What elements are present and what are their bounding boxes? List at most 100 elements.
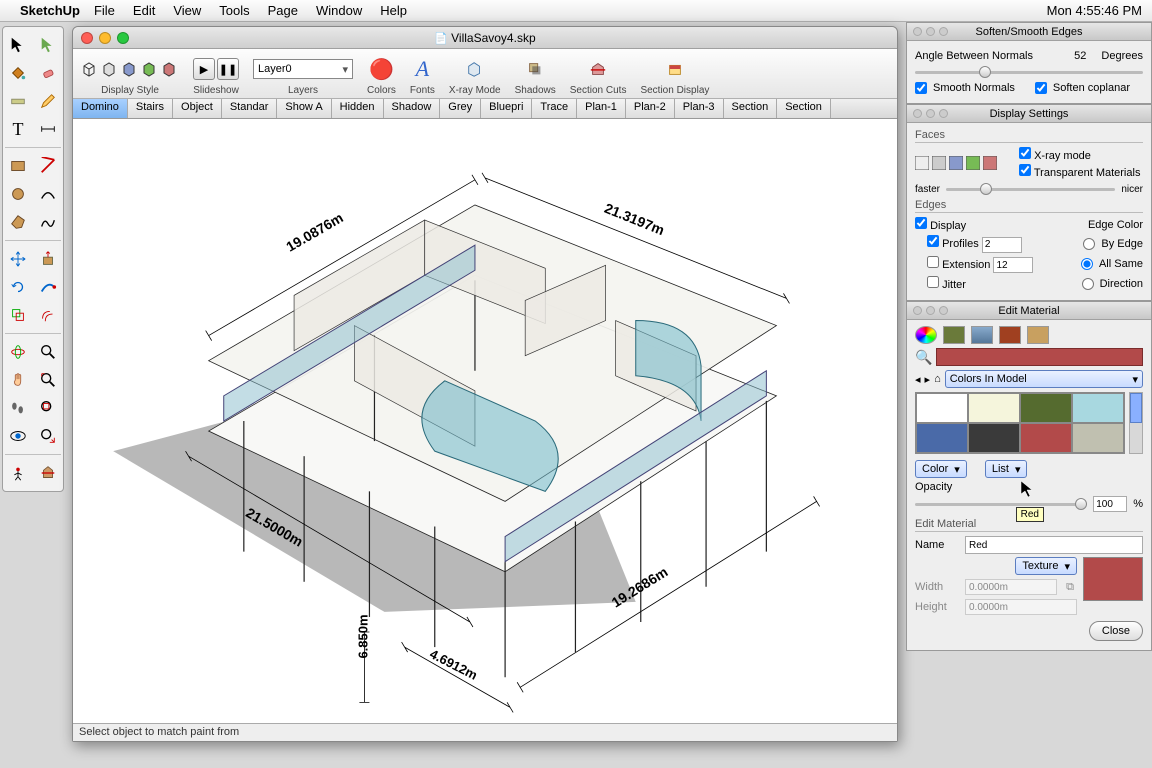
tool-walk[interactable] — [5, 396, 31, 420]
style-shaded-icon[interactable] — [121, 58, 139, 80]
scene-tab[interactable]: Grey — [440, 99, 481, 118]
play-button[interactable]: ▶ — [193, 58, 215, 80]
tool-pan[interactable] — [5, 368, 31, 392]
tool-paint-bucket[interactable] — [5, 61, 31, 85]
panel-title[interactable]: Soften/Smooth Edges — [907, 23, 1151, 41]
by-edge-radio[interactable] — [1083, 238, 1095, 250]
color-swatch[interactable] — [968, 393, 1020, 423]
tool-followme[interactable] — [35, 275, 61, 299]
traffic-lights[interactable] — [81, 32, 129, 44]
list-mode-dropdown[interactable]: List — [985, 460, 1028, 478]
menu-page[interactable]: Page — [268, 3, 298, 18]
section-cuts-icon[interactable] — [589, 58, 607, 80]
tool-select-plus[interactable] — [35, 33, 61, 57]
tool-dimension[interactable] — [35, 117, 61, 141]
colorwheel-icon[interactable] — [915, 326, 937, 344]
tool-text[interactable]: T — [5, 117, 31, 141]
color-swatch[interactable] — [1020, 393, 1072, 423]
nav-fwd-icon[interactable]: ▸ — [925, 373, 931, 386]
viewport[interactable]: 19.0876m 21.3197m 21.5000m 19.2686m 6.85… — [73, 119, 897, 723]
tool-rotate[interactable] — [5, 275, 31, 299]
scene-tab[interactable]: Plan-1 — [577, 99, 626, 118]
tool-move[interactable] — [5, 247, 31, 271]
section-display-icon[interactable] — [666, 58, 684, 80]
pause-button[interactable]: ❚❚ — [217, 58, 239, 80]
tool-pencil[interactable] — [35, 89, 61, 113]
current-material-swatch[interactable] — [936, 348, 1143, 366]
opacity-value[interactable] — [1093, 496, 1127, 512]
tool-arc[interactable] — [35, 182, 61, 206]
scene-tab[interactable]: Standar — [222, 99, 278, 118]
soften-coplanar-checkbox[interactable] — [1035, 82, 1047, 94]
tool-zoom-ext[interactable] — [35, 368, 61, 392]
menu-edit[interactable]: Edit — [133, 3, 155, 18]
tool-section[interactable] — [35, 461, 61, 485]
swatch-scrollbar[interactable] — [1129, 392, 1143, 454]
smooth-normals-checkbox[interactable] — [915, 82, 927, 94]
home-icon[interactable]: ⌂ — [934, 373, 941, 385]
style-mono-icon[interactable] — [161, 58, 179, 80]
tool-rectangle[interactable] — [5, 154, 31, 178]
profiles-value[interactable] — [982, 237, 1022, 253]
colors-icon[interactable]: 🔴 — [372, 58, 390, 80]
color-swatch[interactable] — [1072, 423, 1124, 453]
menu-file[interactable]: File — [94, 3, 115, 18]
scene-tab[interactable]: Section — [724, 99, 778, 118]
scene-tab[interactable]: Plan-2 — [626, 99, 675, 118]
mat-icon[interactable] — [971, 326, 993, 344]
scene-tab[interactable]: Hidden — [332, 99, 384, 118]
color-swatch[interactable] — [968, 423, 1020, 453]
opacity-slider[interactable] — [915, 497, 1087, 511]
panel-title[interactable]: Display Settings — [907, 105, 1151, 123]
close-button[interactable]: Close — [1089, 621, 1143, 641]
color-swatch[interactable] — [916, 393, 968, 423]
tool-scale[interactable] — [5, 303, 31, 327]
scene-tab[interactable]: Domino — [73, 99, 128, 118]
scene-tab[interactable]: Show A — [277, 99, 331, 118]
all-same-radio[interactable] — [1081, 258, 1093, 270]
panel-title[interactable]: Edit Material — [907, 302, 1151, 320]
color-mode-dropdown[interactable]: Color — [915, 460, 967, 478]
search-icon[interactable]: 🔍 — [915, 349, 932, 366]
face-style-icons[interactable] — [915, 156, 997, 170]
scene-tab[interactable]: Bluepri — [481, 99, 532, 118]
color-swatch[interactable] — [1020, 423, 1072, 453]
material-preview[interactable] — [1083, 557, 1143, 601]
library-dropdown[interactable]: Colors In Model — [945, 370, 1143, 388]
angle-slider[interactable] — [915, 65, 1143, 79]
style-hidden-icon[interactable] — [101, 58, 119, 80]
tool-freehand[interactable] — [35, 210, 61, 234]
tool-select[interactable] — [5, 33, 31, 57]
shadows-icon[interactable] — [526, 58, 544, 80]
extension-checkbox[interactable] — [927, 256, 939, 268]
transparent-checkbox[interactable] — [1019, 164, 1031, 176]
scene-tab[interactable]: Trace — [532, 99, 577, 118]
mat-icon[interactable] — [1027, 326, 1049, 344]
scene-tab[interactable]: Object — [173, 99, 222, 118]
tool-pushpull[interactable] — [35, 247, 61, 271]
mat-icon[interactable] — [943, 326, 965, 344]
layer-dropdown[interactable]: Layer0 — [253, 59, 353, 79]
style-wireframe-icon[interactable] — [81, 58, 99, 80]
xray-checkbox[interactable] — [1019, 147, 1031, 159]
scene-tab[interactable]: Stairs — [128, 99, 173, 118]
texture-dropdown[interactable]: Texture — [1015, 557, 1077, 575]
material-name-field[interactable] — [965, 536, 1143, 554]
nav-back-icon[interactable]: ◂ — [915, 373, 921, 386]
profiles-checkbox[interactable] — [927, 235, 939, 247]
material-library-icons[interactable] — [915, 326, 1143, 344]
mat-icon[interactable] — [999, 326, 1021, 344]
jitter-checkbox[interactable] — [927, 276, 939, 288]
fonts-icon[interactable]: A — [413, 58, 431, 80]
tool-polygon[interactable] — [5, 210, 31, 234]
tool-offset[interactable] — [35, 303, 61, 327]
tool-eraser[interactable] — [35, 61, 61, 85]
extension-value[interactable] — [993, 257, 1033, 273]
link-icon[interactable]: ⧉ — [1066, 581, 1074, 594]
scene-tab[interactable]: Shadow — [384, 99, 441, 118]
scene-tab[interactable]: Section — [777, 99, 831, 118]
tool-position-camera[interactable] — [5, 461, 31, 485]
style-textured-icon[interactable] — [141, 58, 159, 80]
app-name[interactable]: SketchUp — [20, 3, 80, 18]
scene-tab[interactable]: Plan-3 — [675, 99, 724, 118]
